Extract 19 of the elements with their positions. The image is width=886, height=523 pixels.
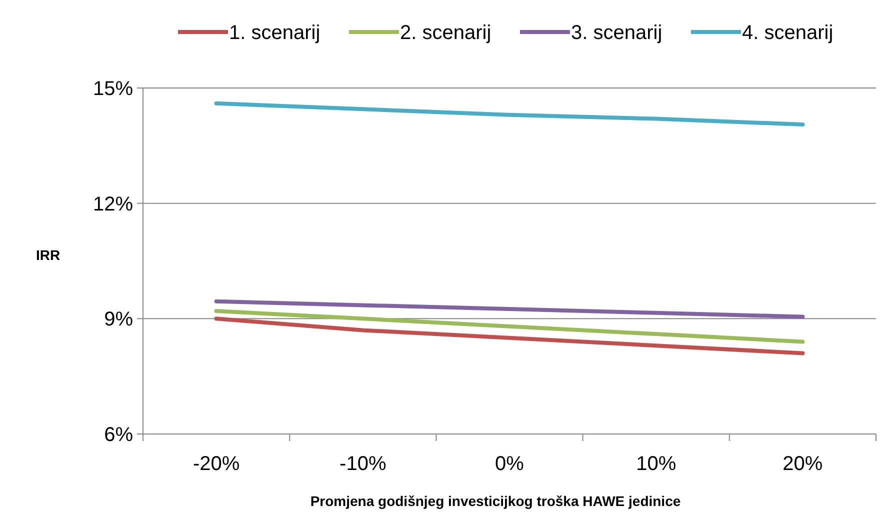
x-axis-title: Promjena godišnjeg investicijkog troška HAWE jedinice <box>310 493 681 509</box>
x-tick-label: -20% <box>192 453 240 475</box>
y-axis-title: IRR <box>36 247 60 263</box>
legend-label: 3. scenarij <box>571 22 662 44</box>
line-series <box>214 316 805 356</box>
y-tick-label: 9% <box>104 308 134 331</box>
x-tick-label: 10% <box>636 453 676 475</box>
y-tick-label: 12% <box>92 193 134 216</box>
line-series <box>214 101 805 127</box>
x-tick-label: 0% <box>495 453 524 475</box>
line-series <box>214 308 805 344</box>
x-tick-label: -10% <box>340 453 386 475</box>
legend-label: 2. scenarij <box>400 22 492 44</box>
x-tick-label: 20% <box>782 453 823 475</box>
y-tick-label: 6% <box>104 424 134 446</box>
legend-label: 1. scenarij <box>229 22 320 44</box>
y-tick-label: 15% <box>92 78 134 100</box>
legend-label: 4. scenarij <box>742 22 834 44</box>
line-series <box>214 299 805 319</box>
